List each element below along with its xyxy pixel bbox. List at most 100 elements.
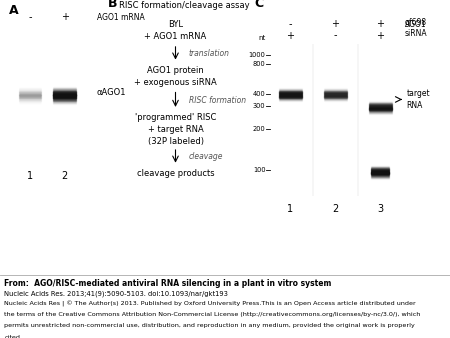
Bar [54, 90, 76, 91]
Bar [19, 92, 41, 93]
Bar [369, 110, 392, 111]
Bar [369, 111, 392, 112]
Bar [279, 92, 302, 93]
Bar [279, 98, 302, 99]
Bar [279, 97, 302, 98]
Text: target
RNA: target RNA [406, 90, 430, 110]
Bar [371, 172, 389, 173]
Bar [371, 175, 389, 176]
Bar [19, 102, 41, 103]
Bar [279, 89, 302, 90]
Bar [371, 168, 389, 169]
Text: the terms of the Creative Commons Attribution Non-Commercial License (http://cre: the terms of the Creative Commons Attrib… [4, 312, 421, 317]
Bar [54, 89, 76, 90]
Bar [279, 99, 302, 100]
Text: translation: translation [189, 49, 230, 57]
Text: -: - [333, 30, 337, 41]
Bar [19, 99, 41, 100]
Bar [54, 93, 76, 94]
Bar [19, 87, 41, 88]
Bar [371, 176, 389, 177]
Bar [19, 95, 41, 96]
Bar [19, 91, 41, 92]
Text: BYL
+ AGO1 mRNA: BYL + AGO1 mRNA [144, 20, 207, 41]
Bar [279, 100, 302, 101]
Bar [369, 107, 392, 108]
Bar [371, 169, 389, 170]
Bar [54, 98, 76, 99]
Bar [324, 100, 346, 101]
Bar [54, 91, 76, 92]
Text: 1: 1 [287, 204, 293, 215]
Bar [324, 91, 346, 92]
Bar [371, 172, 389, 173]
Bar [279, 91, 302, 92]
Text: 200: 200 [253, 126, 266, 132]
Bar [54, 103, 76, 104]
Bar [54, 94, 76, 95]
Bar [54, 88, 76, 89]
Bar [54, 100, 76, 101]
Text: αAGO1: αAGO1 [97, 89, 126, 97]
Text: AGO1 protein
+ exogenous siRNA: AGO1 protein + exogenous siRNA [134, 66, 217, 87]
Text: 1: 1 [27, 171, 33, 181]
Bar [324, 89, 346, 90]
Text: 'programmed' RISC
+ target RNA
(32P labeled): 'programmed' RISC + target RNA (32P labe… [135, 113, 216, 146]
Bar [19, 98, 41, 99]
Bar [19, 92, 41, 93]
Text: 300: 300 [253, 103, 266, 109]
Bar [19, 94, 41, 95]
Bar [324, 97, 346, 98]
Text: cleavage: cleavage [189, 152, 224, 161]
Text: +: + [286, 30, 294, 41]
Bar [369, 102, 392, 103]
Text: AGO1: AGO1 [405, 20, 427, 29]
Text: cited.: cited. [4, 335, 22, 338]
Bar [324, 96, 346, 97]
Text: cleavage products: cleavage products [137, 169, 214, 178]
Bar [19, 97, 41, 98]
Bar [324, 93, 346, 94]
Bar [54, 95, 76, 96]
Text: 100: 100 [253, 167, 266, 173]
Bar [54, 102, 76, 103]
Bar [369, 108, 392, 109]
Bar [369, 109, 392, 110]
Bar [54, 97, 76, 98]
Bar [279, 93, 302, 94]
Bar [369, 113, 392, 114]
Bar [369, 107, 392, 108]
Bar [371, 171, 389, 172]
Text: From:  AGO/RISC-mediated antiviral RNA silencing in a plant in vitro system: From: AGO/RISC-mediated antiviral RNA si… [4, 279, 332, 288]
Bar [371, 177, 389, 178]
Bar [279, 89, 302, 90]
Bar [324, 95, 346, 96]
Bar [19, 99, 41, 100]
Bar [279, 92, 302, 93]
Bar [54, 95, 76, 96]
Text: Nucleic Acids Res | © The Author(s) 2013. Published by Oxford University Press.T: Nucleic Acids Res | © The Author(s) 2013… [4, 301, 416, 307]
Bar [369, 104, 392, 105]
Bar [19, 103, 41, 104]
Bar [324, 92, 346, 93]
Bar [19, 95, 41, 96]
Bar [279, 97, 302, 98]
Text: +: + [331, 19, 339, 29]
Bar [19, 101, 41, 102]
Bar [279, 96, 302, 97]
Bar [19, 89, 41, 90]
Text: RISC formation/cleavage assay: RISC formation/cleavage assay [119, 1, 250, 10]
Text: A: A [9, 4, 18, 17]
Text: 3: 3 [377, 204, 383, 215]
Bar [54, 103, 76, 104]
Bar [369, 112, 392, 113]
Bar [54, 101, 76, 102]
Bar [54, 99, 76, 100]
Text: 2: 2 [332, 204, 338, 215]
Bar [54, 97, 76, 98]
Bar [324, 98, 346, 99]
Bar [54, 91, 76, 92]
Bar [324, 90, 346, 91]
Bar [279, 90, 302, 91]
Bar [54, 100, 76, 101]
